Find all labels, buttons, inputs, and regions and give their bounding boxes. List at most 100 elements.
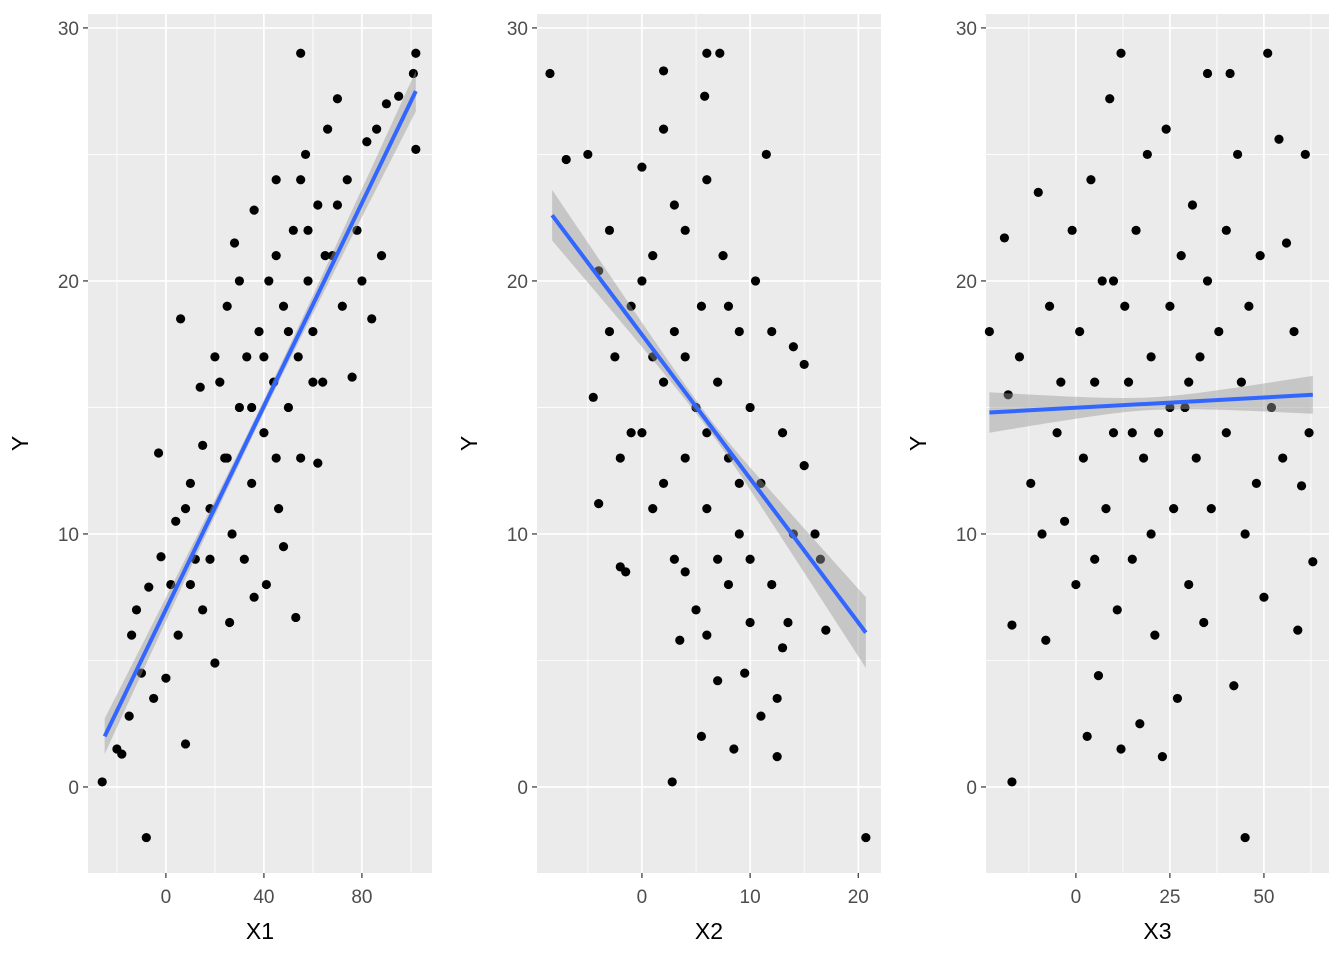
data-point <box>637 276 647 286</box>
panel-background <box>537 14 881 873</box>
data-point <box>1259 592 1269 602</box>
data-point <box>772 752 782 762</box>
data-point <box>734 529 744 539</box>
y-axis-title: Y <box>905 436 931 451</box>
data-point <box>718 251 728 261</box>
data-point <box>658 478 669 488</box>
data-point <box>274 504 284 514</box>
data-point <box>723 579 734 590</box>
data-point <box>777 643 788 653</box>
data-point <box>141 832 151 843</box>
data-point <box>1127 554 1137 564</box>
data-point <box>648 504 658 514</box>
data-point <box>1255 251 1265 261</box>
data-point <box>1037 529 1047 539</box>
data-point <box>861 832 871 843</box>
data-point <box>1180 402 1190 413</box>
data-point <box>667 777 677 787</box>
data-point <box>702 504 712 514</box>
data-point <box>545 68 555 79</box>
data-point <box>136 668 147 678</box>
data-point <box>261 579 271 590</box>
data-point <box>411 48 421 58</box>
data-point <box>594 498 604 509</box>
data-point <box>702 175 712 185</box>
data-point <box>222 301 232 311</box>
data-point <box>1278 453 1288 463</box>
data-point <box>1229 681 1239 691</box>
data-point <box>254 326 264 337</box>
data-point <box>288 225 298 235</box>
data-point <box>1202 276 1213 286</box>
data-point <box>1304 428 1314 438</box>
data-point <box>1142 149 1152 160</box>
regression-line <box>102 90 418 738</box>
data-point <box>1060 516 1070 526</box>
data-point <box>1090 554 1100 564</box>
data-point <box>215 377 225 387</box>
data-point <box>788 342 798 352</box>
data-point <box>761 149 771 160</box>
data-point <box>1003 390 1013 400</box>
panel-background <box>88 14 432 873</box>
data-point <box>283 326 294 337</box>
data-point <box>337 301 347 311</box>
data-point <box>372 124 382 134</box>
data-point <box>303 225 313 235</box>
data-point <box>153 448 164 458</box>
data-point <box>799 461 809 471</box>
data-point <box>669 200 679 210</box>
data-point <box>680 453 690 463</box>
data-point <box>700 91 710 101</box>
data-point <box>1041 635 1051 645</box>
data-point <box>124 711 134 721</box>
data-point <box>680 225 690 235</box>
data-point <box>1026 478 1036 488</box>
data-point <box>756 711 766 721</box>
data-point <box>1097 276 1107 286</box>
data-point <box>583 149 593 160</box>
data-point <box>222 453 232 463</box>
data-point <box>234 402 245 413</box>
data-point <box>1154 428 1164 438</box>
data-point <box>271 175 281 185</box>
data-point <box>300 149 311 160</box>
data-point <box>648 251 658 261</box>
y-tick-label: 20 <box>507 272 528 293</box>
panel-background <box>986 14 1329 873</box>
data-point <box>675 635 685 645</box>
data-point <box>1172 693 1183 704</box>
x-tick-label: 80 <box>351 887 372 908</box>
data-point <box>1075 326 1085 337</box>
data-point <box>1090 377 1100 387</box>
data-point <box>1281 238 1292 248</box>
data-point <box>1161 124 1171 134</box>
data-point <box>313 458 323 468</box>
y-tick-label: 10 <box>58 525 79 546</box>
data-point <box>205 554 215 564</box>
data-point <box>210 658 220 668</box>
y-tick-label: 0 <box>517 778 528 799</box>
data-point <box>296 48 306 58</box>
data-point <box>588 392 598 402</box>
data-point <box>291 612 301 623</box>
data-point <box>185 478 196 488</box>
data-point <box>1221 428 1231 438</box>
data-point <box>1244 301 1254 311</box>
data-point <box>1071 579 1081 590</box>
data-point <box>117 749 127 759</box>
data-point <box>97 777 107 787</box>
y-tick-label: 30 <box>956 19 977 40</box>
data-point <box>242 352 252 362</box>
data-point <box>195 382 205 392</box>
data-point <box>293 352 303 362</box>
data-point <box>1093 671 1104 681</box>
x-axis-title: X2 <box>695 918 723 944</box>
confidence-band <box>552 189 866 669</box>
data-point <box>696 731 707 741</box>
data-point <box>1105 94 1115 104</box>
y-tick-label: 20 <box>58 272 79 293</box>
data-point <box>296 175 306 185</box>
data-point <box>225 617 235 628</box>
data-point <box>658 124 669 134</box>
